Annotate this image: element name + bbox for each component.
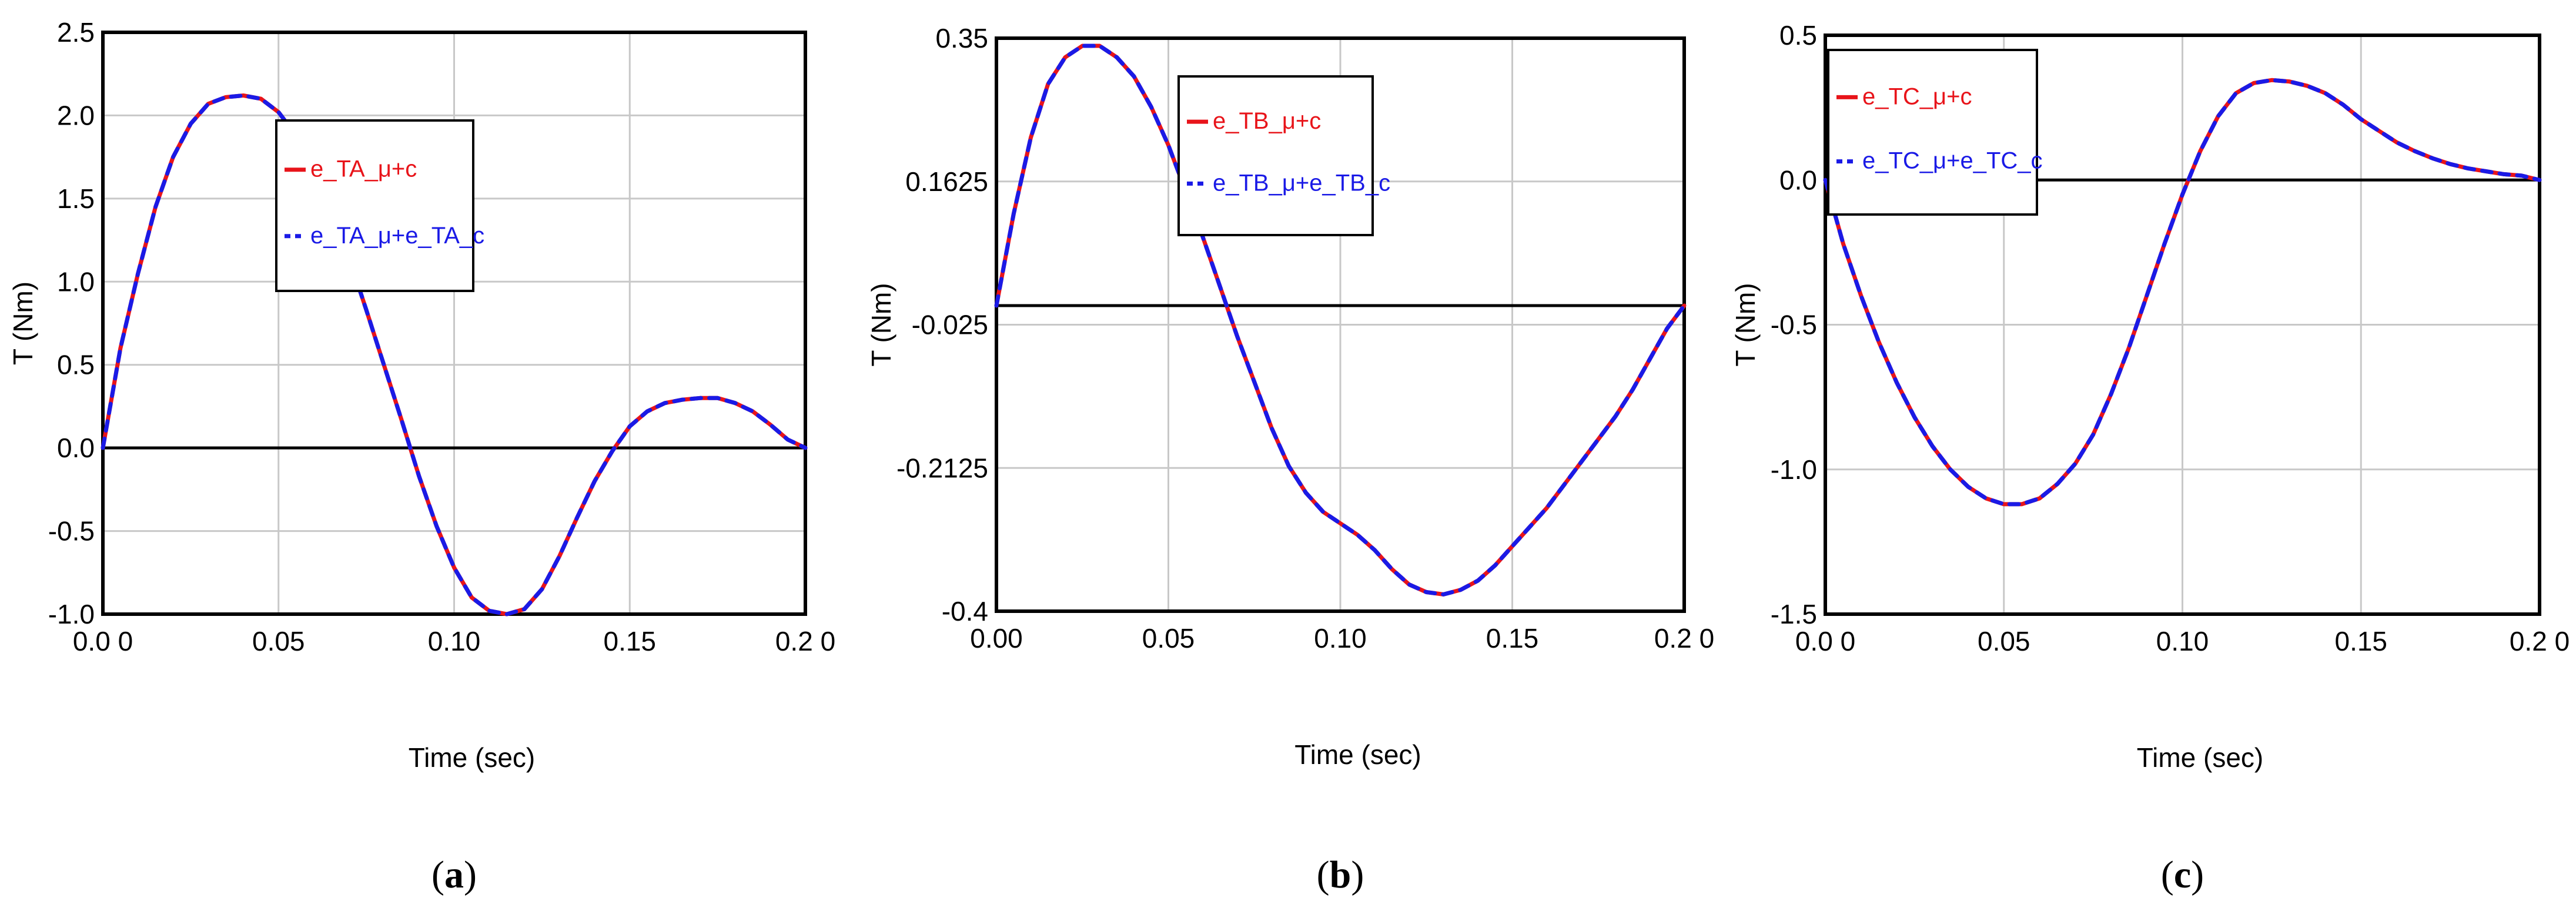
y-tick-label: 2.5 — [57, 17, 95, 48]
y-tick-label: 1.0 — [57, 266, 95, 297]
x-axis-title: Time (sec) — [409, 742, 536, 773]
y-tick-label: -0.4 — [942, 596, 988, 626]
x-tick-label: 0.05 — [1978, 626, 2030, 656]
y-tick-label: -1.0 — [48, 599, 95, 629]
legend-box — [1177, 75, 1374, 236]
y-tick-label: 0.5 — [1779, 20, 1817, 51]
legend-label-2: e_TB_μ+e_TB_c — [1213, 170, 1390, 196]
series-line-2 — [1823, 78, 2542, 507]
plot-frame — [1824, 33, 2541, 616]
legend-label-2: e_TA_μ+e_TA_c — [310, 223, 484, 249]
x-tick-label: 0.2 0 — [1654, 623, 1714, 654]
legend-label-1: e_TB_μ+c — [1213, 108, 1321, 134]
x-tick-label: 0.05 — [1142, 623, 1195, 654]
legend: e_TC_μ+c e_TC_μ+e_TC_c — [1827, 49, 2043, 216]
y-axis-title: T (Nm) — [1730, 283, 1761, 366]
y-tick-label: 1.5 — [57, 183, 95, 214]
panel-label: (b) — [1317, 853, 1364, 896]
x-tick-label: 0.10 — [2156, 626, 2209, 656]
x-tick-label: 0.2 0 — [2510, 626, 2570, 656]
legend-label-1: e_TA_μ+c — [310, 156, 417, 182]
y-tick-label: -0.025 — [912, 310, 988, 340]
y-tick-label: -0.5 — [1771, 310, 1817, 340]
chart-panel-a: -1.0 -0.5 0.0 0.5 1.0 1.5 2.0 2.5 0.0 0 0.05 0.10 0… — [8, 17, 835, 896]
panel-label: (c) — [2161, 853, 2204, 896]
series-line-2 — [994, 43, 1687, 597]
legend-label-2: e_TC_μ+e_TC_c — [1862, 148, 2043, 174]
series-line-2 — [101, 93, 808, 616]
chart-panel-b: -0.4 -0.2125 -0.025 0.1625 0.35 0.00 0.05 0.10 0… — [866, 23, 1714, 896]
x-tick-label: 0.2 0 — [775, 626, 835, 656]
y-tick-label: -1.0 — [1771, 454, 1817, 485]
y-tick-label: 0.35 — [935, 23, 988, 53]
x-axis-title: Time (sec) — [2137, 742, 2264, 773]
y-tick-label: 2.0 — [57, 100, 95, 130]
panel-label: (a) — [431, 853, 477, 896]
x-tick-label: 0.00 — [970, 623, 1023, 654]
x-tick-label: 0.15 — [2334, 626, 2387, 656]
x-tick-label: 0.15 — [603, 626, 656, 656]
legend: e_TB_μ+c e_TB_μ+e_TB_c — [1177, 75, 1390, 236]
legend-box — [275, 119, 474, 292]
x-tick-label: 0.10 — [1314, 623, 1367, 654]
y-tick-label: -1.5 — [1771, 599, 1817, 629]
x-tick-label: 0.10 — [428, 626, 481, 656]
y-tick-label: 0.1625 — [905, 166, 988, 197]
legend: e_TA_μ+c e_TA_μ+e_TA_c — [275, 119, 484, 292]
y-axis-title: T (Nm) — [866, 283, 896, 366]
plot-frame — [995, 36, 1686, 613]
legend-label-1: e_TC_μ+c — [1862, 83, 1972, 109]
y-axis-title: T (Nm) — [8, 282, 38, 365]
x-tick-label: 0.0 0 — [1795, 626, 1855, 656]
y-tick-label: -0.2125 — [896, 453, 988, 483]
y-tick-label: 0.0 — [1779, 165, 1817, 195]
x-tick-label: 0.0 0 — [73, 626, 133, 656]
x-tick-label: 0.15 — [1486, 623, 1539, 654]
y-tick-label: -0.5 — [48, 516, 95, 547]
y-tick-label: 0.0 — [57, 433, 95, 463]
x-tick-label: 0.05 — [252, 626, 305, 656]
chart-panel-c: -1.5 -1.0 -0.5 0.0 0.5 0.0 0 0.05 0.10 0.15 0.2 0… — [1730, 20, 2570, 896]
y-tick-label: 0.5 — [57, 350, 95, 380]
x-axis-title: Time (sec) — [1294, 739, 1421, 770]
legend-box — [1827, 49, 2038, 216]
plot-frame — [101, 31, 807, 616]
